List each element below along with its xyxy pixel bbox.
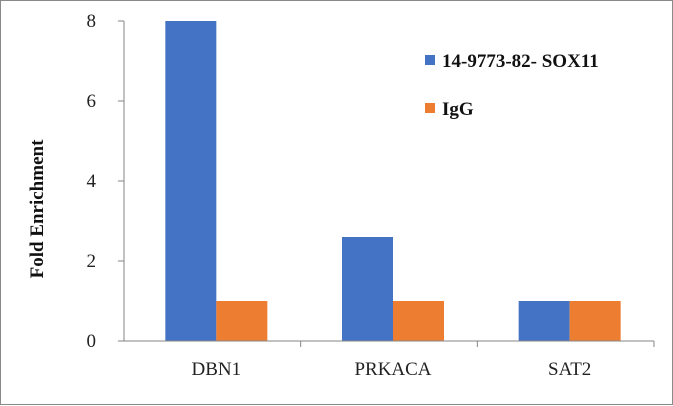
y-tick-label: 2 [87,251,97,272]
y-axis-label: Fold Enrichment [27,139,48,278]
y-tick-label: 6 [87,91,97,112]
bars-layer [165,21,621,341]
legend-swatch [425,103,435,113]
legend: 14-9773-82- SOX11 IgG [425,51,599,120]
y-tick-label: 4 [87,171,97,192]
y-ticks: 0 2 4 6 8 [87,11,124,352]
x-category-label: DBN1 [192,359,242,380]
legend-label: 14-9773-82- SOX11 [442,51,599,72]
bar-sox11-dbn1 [165,21,217,341]
x-category-label: SAT2 [548,359,591,380]
bar-igg-prkaca [393,301,444,341]
bar-igg-sat2 [569,301,621,341]
legend-swatch [425,55,435,65]
bar-sox11-prkaca [342,237,393,341]
legend-label: IgG [442,99,474,120]
x-category-labels: DBN1 PRKACA SAT2 [192,341,655,380]
y-tick-label: 0 [87,331,97,352]
bar-sox11-sat2 [518,301,570,341]
y-tick-label: 8 [87,11,97,32]
x-category-label: PRKACA [354,359,431,380]
bar-igg-dbn1 [216,301,268,341]
